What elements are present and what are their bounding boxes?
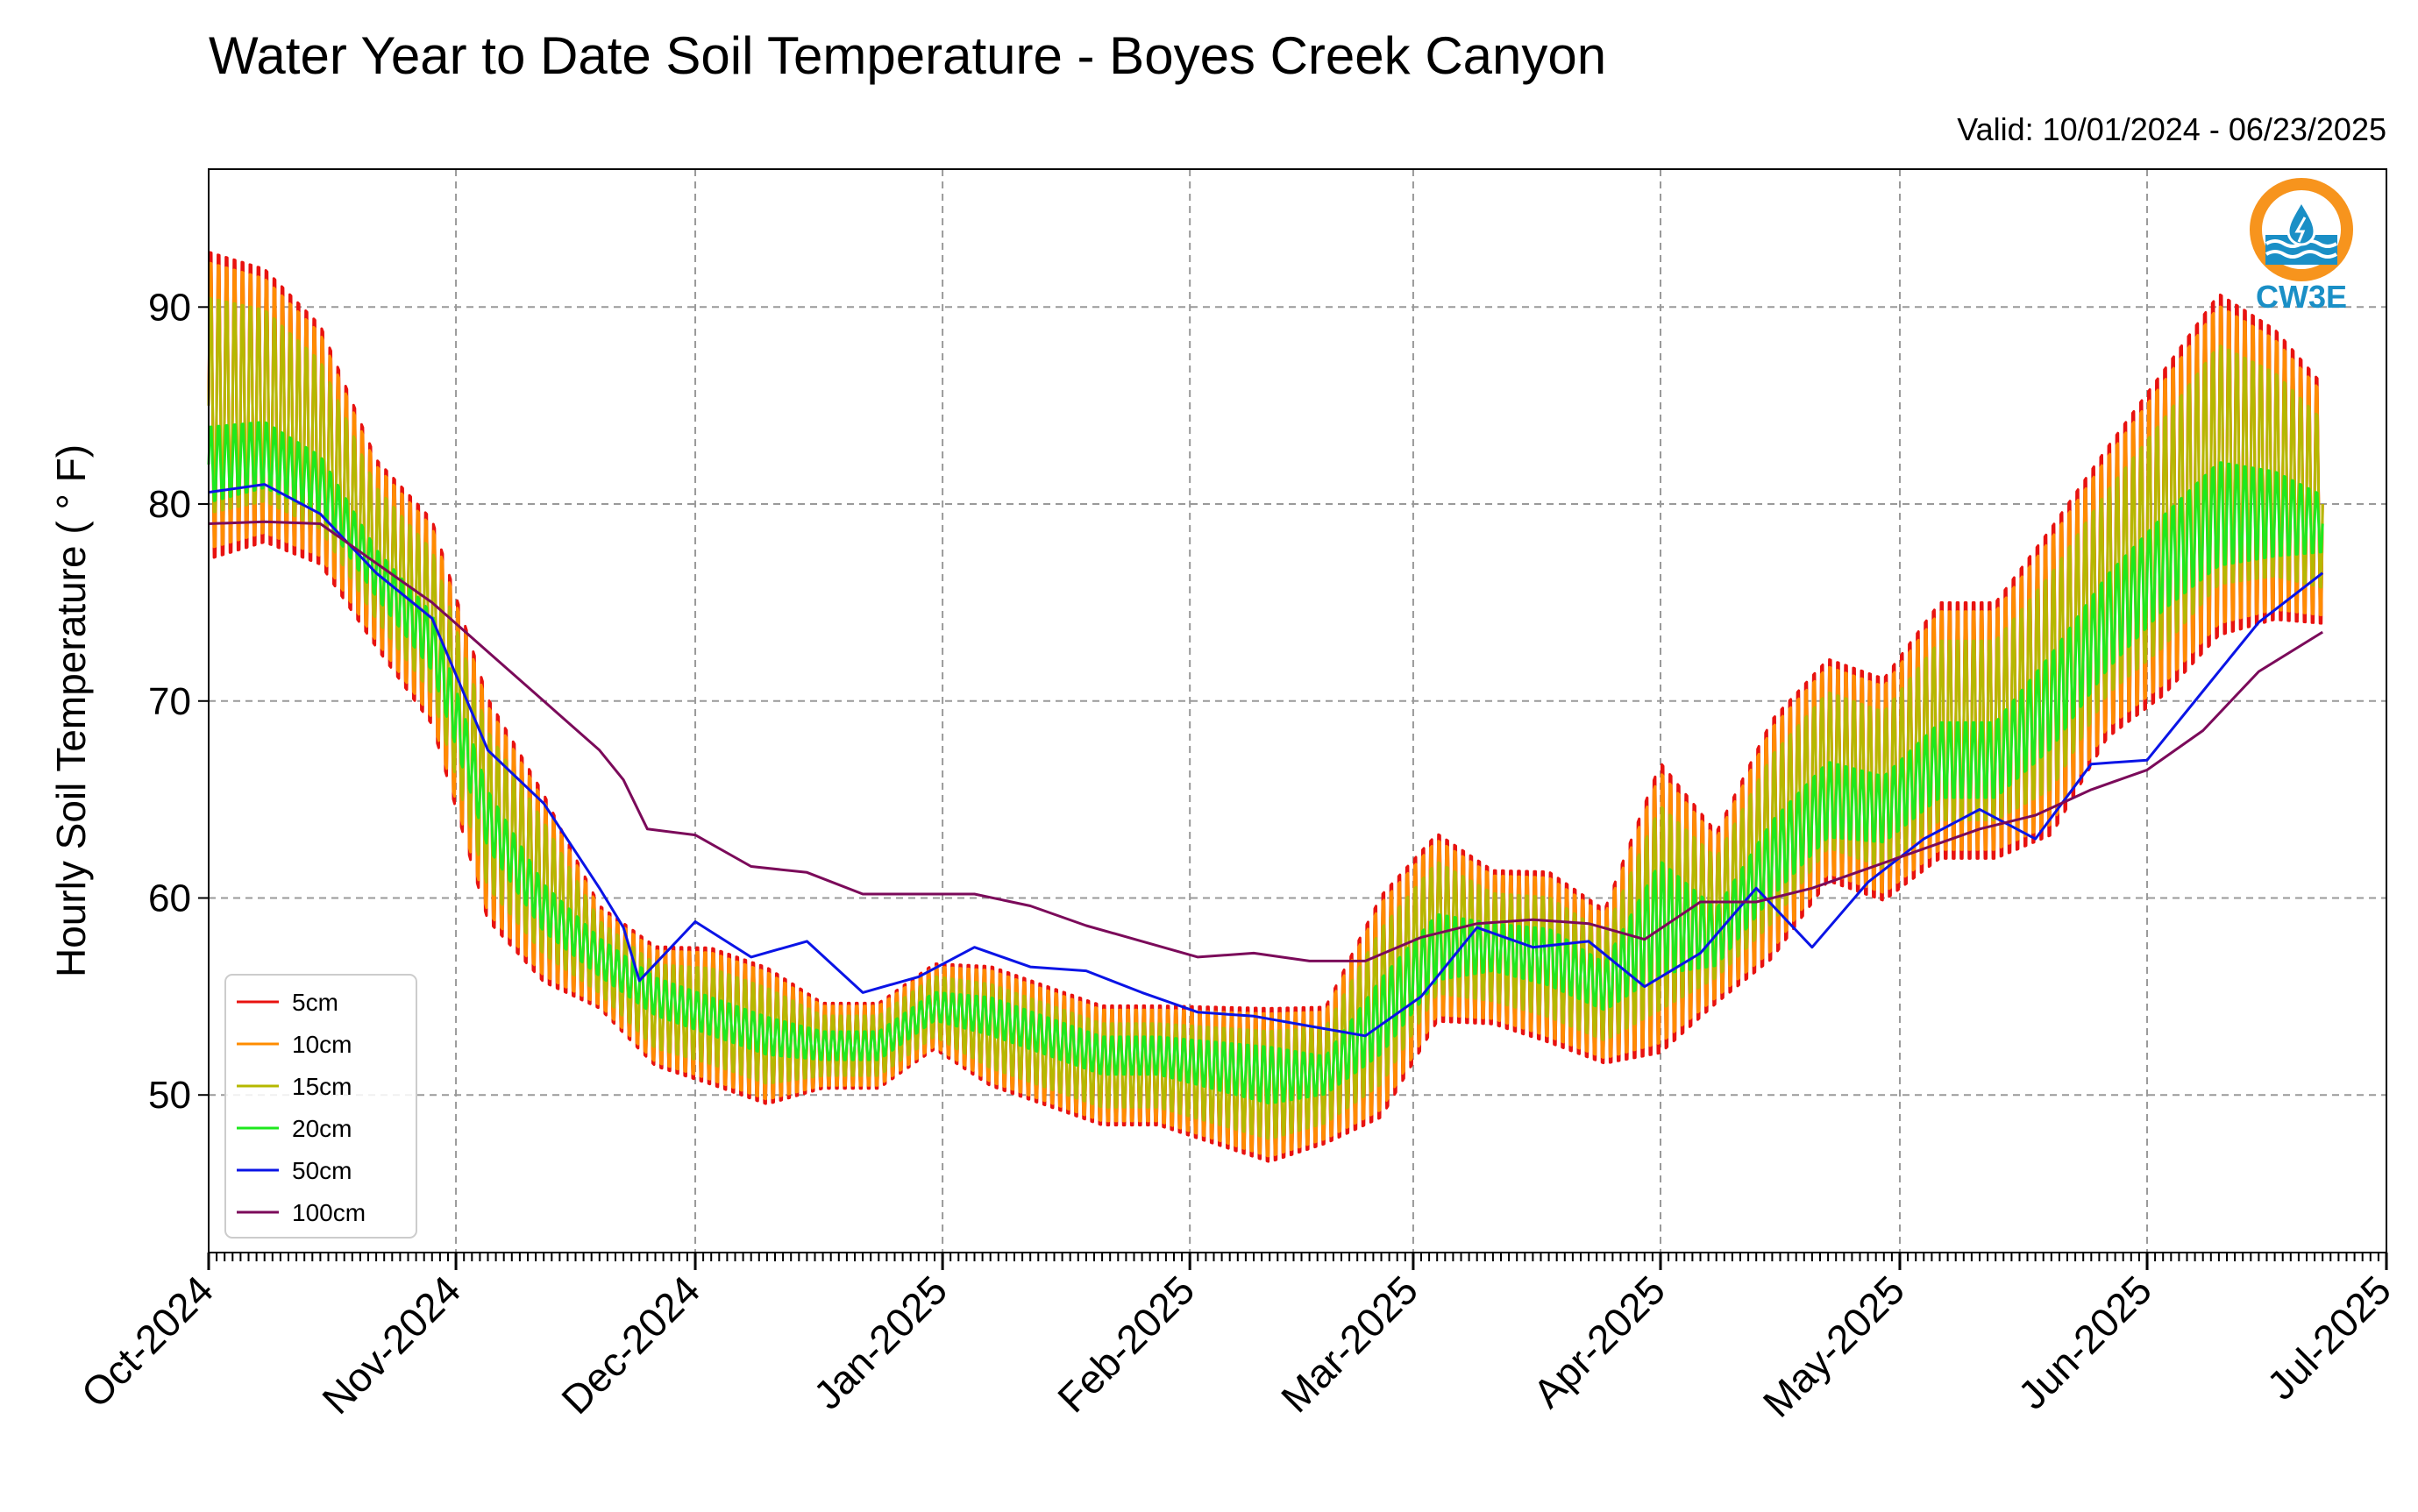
logo-drop-mark [2294,217,2307,243]
x-tick-label: Jul-2025 [2258,1267,2400,1409]
legend-label-100cm: 100cm [292,1199,366,1226]
x-tick-label: Dec-2024 [552,1267,708,1423]
legend-label-50cm: 50cm [292,1157,352,1184]
x-tick-label: Jun-2025 [2009,1267,2160,1417]
x-minor-ticks [208,1253,2387,1261]
series-line-100cm [208,520,2323,962]
plot-border [208,168,2387,1253]
chart-title: Water Year to Date Soil Temperature - Bo… [209,26,1606,85]
y-tick-label: 80 [148,483,191,526]
chart-subtitle: Valid: 10/01/2024 - 06/23/2025 [1957,111,2386,147]
y-tick-label: 60 [148,877,191,919]
y-tick-label: 50 [148,1074,191,1117]
logo-text: CW3E [2256,279,2347,315]
x-tick-label: Mar-2025 [1272,1267,1426,1421]
x-tick-label: May-2025 [1754,1267,1913,1425]
y-tick-label: 70 [148,680,191,723]
cw3e-logo: CW3E [2250,178,2353,315]
y-tick-label: 90 [148,286,191,329]
series-layer [207,251,2324,1163]
x-tick-label: Jan-2025 [805,1267,956,1417]
legend-box [224,974,417,1239]
series-line-20cm [207,421,2324,1104]
x-tick-label: Feb-2025 [1049,1267,1203,1421]
y-axis-label: Hourly Soil Temperature ( ° F) [48,444,94,977]
legend-label-15cm: 15cm [292,1073,352,1100]
legend-label-20cm: 20cm [292,1115,352,1142]
x-tick-label: Apr-2025 [1524,1267,1674,1416]
logo-ring [2250,178,2353,281]
legend-label-10cm: 10cm [292,1031,352,1058]
series-line-50cm [208,483,2324,1038]
legend: 5cm 10cm 15cm 20cm 50cm 100cm [224,974,417,1239]
plot-area: 50 60 70 80 90 Oct-2024 Nov-2024 Dec-2024 Jan-20… [73,168,2400,1426]
x-tick-label: Nov-2024 [313,1267,469,1423]
legend-label-5cm: 5cm [292,989,338,1016]
x-tick-label: Oct-2024 [73,1267,223,1416]
